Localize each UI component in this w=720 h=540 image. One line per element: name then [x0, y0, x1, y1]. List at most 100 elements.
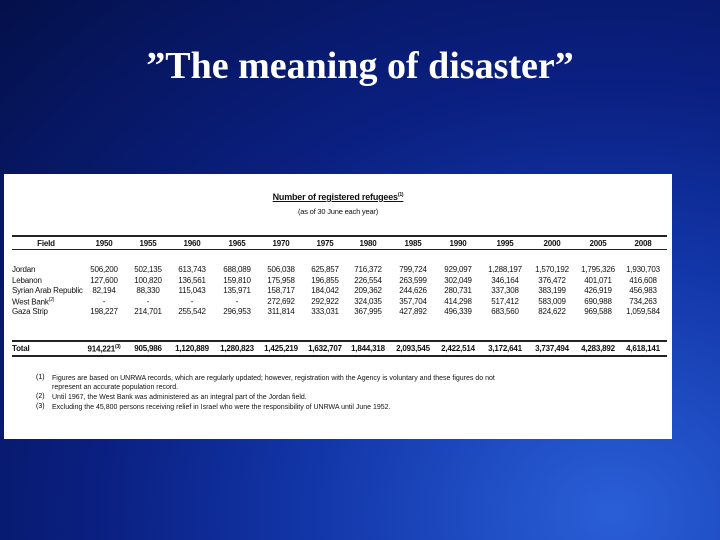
cell: -: [190, 296, 194, 306]
cell: -: [102, 296, 106, 306]
rule: [12, 340, 667, 342]
table-title-text: Number of registered refugees: [272, 192, 398, 202]
cell: 929,097: [444, 265, 472, 274]
cell: 383,199: [538, 286, 566, 296]
cell: 688,089: [223, 265, 251, 274]
cell: 376,472: [538, 275, 566, 285]
cell: 158,717: [267, 286, 295, 296]
cell: -: [146, 296, 150, 306]
cell: 799,724: [399, 265, 427, 274]
column-header: 2000: [543, 239, 561, 248]
cell: 1,288,197: [488, 265, 522, 274]
cell: 346,164: [491, 275, 519, 285]
column-header: 1975: [316, 239, 334, 248]
column-header: 1955: [139, 239, 157, 248]
total-cell: 905,986: [134, 344, 162, 353]
column-header: 1965: [228, 239, 246, 248]
row-label: Total: [12, 344, 30, 353]
cell: 506,200: [90, 265, 118, 274]
cell: -: [235, 296, 239, 306]
row-label: West Bank(2): [12, 296, 55, 307]
cell: 333,031: [311, 307, 339, 317]
cell: 625,857: [311, 265, 339, 274]
cell: 401,071: [584, 275, 612, 285]
column-header: 1950: [95, 239, 113, 248]
cell: 280,731: [444, 286, 472, 296]
table-title: Number of registered refugees(1): [4, 192, 672, 202]
total-cell: 1,632,707: [308, 344, 342, 353]
cell: 244,626: [399, 286, 427, 296]
footnote-ref: (1): [397, 192, 404, 198]
cell: 115,043: [178, 286, 206, 296]
cell: 416,608: [629, 275, 657, 285]
cell: 184,042: [311, 286, 339, 296]
cell: 506,038: [267, 265, 295, 274]
cell: 198,227: [90, 307, 118, 317]
column-header: 1995: [496, 239, 514, 248]
column-header: Field: [37, 239, 55, 248]
footnote-ref: (3): [115, 344, 121, 350]
cell: 456,983: [629, 286, 657, 296]
cell: 136,561: [178, 275, 206, 285]
cell: 135,971: [223, 286, 251, 296]
footnote-mark: (2): [36, 393, 45, 400]
cell: 517,412: [491, 296, 519, 306]
cell: 824,622: [538, 307, 566, 317]
cell: 734,263: [629, 296, 657, 306]
total-cell: 4,283,892: [581, 344, 615, 353]
column-header: 2008: [634, 239, 652, 248]
rule: [12, 235, 667, 237]
cell: 175,958: [267, 275, 295, 285]
table-subtitle: (as of 30 June each year): [297, 207, 379, 216]
column-header: 1985: [404, 239, 422, 248]
cell: 255,542: [178, 307, 206, 317]
cell: 414,298: [444, 296, 472, 306]
total-cell: 914,221(3): [87, 344, 121, 354]
cell: 337,308: [491, 286, 519, 296]
column-header: 1970: [272, 239, 290, 248]
footnote-ref: (2): [48, 296, 55, 303]
row-label: Jordan: [12, 265, 36, 274]
cell: 226,554: [354, 275, 382, 285]
total-cell: 1,120,889: [175, 344, 209, 353]
footnote-text: Until 1967, the West Bank was administer…: [52, 394, 307, 401]
cell: 367,995: [354, 307, 382, 317]
cell: 969,588: [584, 307, 612, 317]
total-cell: 1,280,823: [220, 344, 254, 353]
footnote-text: Excluding the 45,800 persons receiving r…: [52, 404, 391, 411]
cell: 496,339: [444, 307, 472, 317]
cell: 100,820: [134, 275, 162, 285]
cell: 1,570,192: [535, 265, 569, 274]
column-header: 1980: [359, 239, 377, 248]
cell: 127,600: [90, 275, 118, 285]
total-cell: 1,844,318: [351, 344, 385, 353]
cell: 502,135: [134, 265, 162, 274]
cell: 716,372: [354, 265, 382, 274]
cell: 82,194: [92, 286, 116, 296]
column-header: 1960: [183, 239, 201, 248]
rule: [12, 249, 667, 250]
total-cell: 3,172,641: [488, 344, 522, 353]
cell: 426,919: [584, 286, 612, 296]
total-cell: 2,422,514: [441, 344, 475, 353]
footnote-mark: (1): [36, 374, 45, 381]
row-label: Gaza Strip: [12, 307, 48, 317]
cell: 272,692: [267, 296, 295, 306]
cell: 1,930,703: [626, 265, 660, 274]
cell: 159,810: [223, 275, 251, 285]
column-header: 2005: [589, 239, 607, 248]
column-header: 1990: [449, 239, 467, 248]
rule: [12, 355, 667, 357]
cell: 324,035: [354, 296, 382, 306]
total-cell: 2,093,545: [396, 344, 430, 353]
footnote-text: Figures are based on UNRWA records, whic…: [52, 375, 495, 391]
cell: 690,988: [584, 296, 612, 306]
row-label: Lebanon: [12, 275, 42, 285]
footnote-mark: (3): [36, 403, 45, 410]
cell: 296,953: [223, 307, 251, 317]
cell: 263,599: [399, 275, 427, 285]
cell: 209,362: [354, 286, 382, 296]
cell: 583,009: [538, 296, 566, 306]
cell: 302,049: [444, 275, 472, 285]
cell: 1,795,326: [581, 265, 615, 274]
